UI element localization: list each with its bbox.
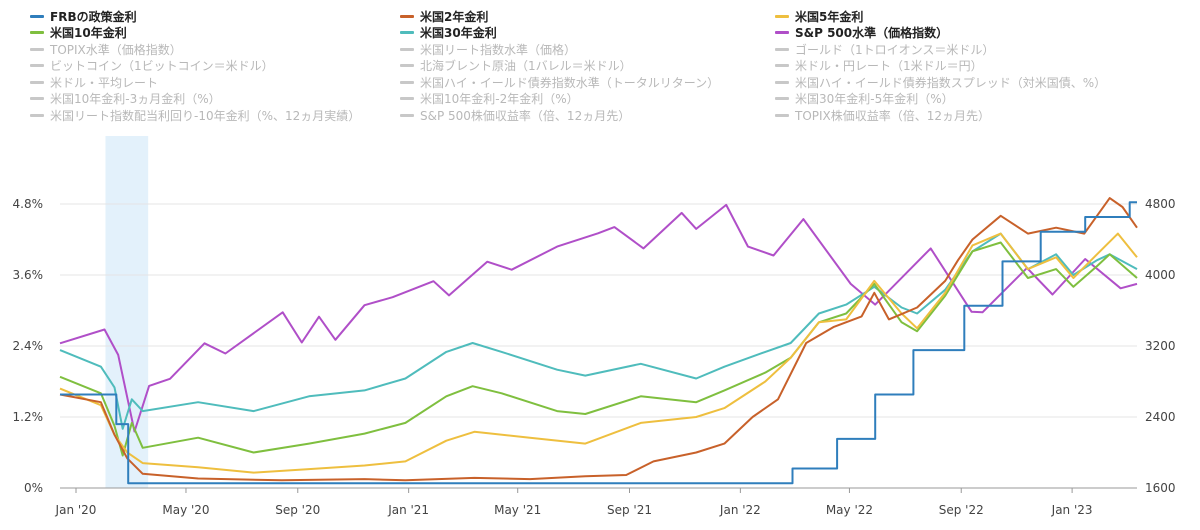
legend-swatch [30, 97, 44, 100]
legend-label: 米国10年金利-2年金利（%） [420, 92, 579, 106]
y-right-tick-label: 3200 [1145, 339, 1176, 353]
legend-item[interactable]: S&P 500株価収益率（倍、12ヵ月先） [400, 107, 630, 123]
legend-item[interactable]: ビットコイン（1ビットコイン＝米ドル） [30, 58, 274, 74]
legend-label: TOPIX株価収益率（倍、12ヵ月先） [795, 108, 991, 123]
legend-swatch [400, 47, 414, 51]
legend-item[interactable]: 米国10年金利-2年金利（%） [400, 91, 579, 107]
legend-swatch [400, 64, 414, 67]
legend-item[interactable]: 米国30年金利 [400, 25, 497, 41]
legend-item[interactable]: FRBの政策金利 [30, 8, 137, 24]
legend-item[interactable]: 米国10年金利-3ヵ月金利（%） [30, 91, 221, 107]
legend-label: TOPIX水準（価格指数） [50, 42, 182, 57]
x-tick-label: Jan '20 [55, 503, 97, 517]
legend-item[interactable]: 米国ハイ・イールド債券指数スプレッド（対米国債、%） [775, 74, 1106, 90]
legend-swatch [400, 113, 414, 117]
legend-label: 米国リート指数水準（価格） [420, 42, 577, 57]
legend-item[interactable]: 米国30年金利-5年金利（%） [775, 91, 954, 107]
x-tick-label: May '22 [826, 503, 873, 517]
legend-label: 米国10年金利 [50, 26, 127, 40]
legend-swatch [775, 14, 789, 18]
legend-label: 米ドル・円レート（1米ドル＝円） [795, 59, 983, 73]
legend-label: 米国ハイ・イールド債券指数スプレッド（対米国債、%） [795, 75, 1107, 90]
legend-swatch [30, 31, 44, 34]
legend-swatch [775, 97, 789, 100]
legend-label: ビットコイン（1ビットコイン＝米ドル） [50, 59, 274, 73]
legend-label: ゴールド（1トロイオンス＝米ドル） [795, 42, 995, 57]
x-tick-label: Jan '23 [1051, 503, 1093, 517]
legend-label: S&P 500水準（価格指数） [795, 26, 949, 40]
legend-label: 米国ハイ・イールド債券指数水準（トータルリターン） [420, 75, 720, 90]
legend-item[interactable]: S&P 500水準（価格指数） [775, 25, 948, 41]
legend-label: FRBの政策金利 [50, 9, 137, 24]
x-tick-label: Jan '21 [387, 503, 429, 517]
y-left-tick-label: 2.4% [13, 339, 44, 353]
legend: FRBの政策金利 米国2年金利 米国5年金利米国10年金利 米国30年金利 S&P 50… [30, 8, 1190, 123]
legend-swatch [30, 64, 44, 67]
legend-label: 米国30年金利-5年金利（%） [795, 92, 954, 106]
legend-swatch [775, 64, 789, 67]
y-left-tick-label: 3.6% [13, 268, 44, 282]
legend-swatch [775, 31, 789, 34]
legend-swatch [775, 80, 789, 84]
series-line [59, 241, 1138, 457]
legend-label: 米国30年金利 [420, 26, 497, 40]
legend-swatch [400, 14, 414, 18]
legend-item[interactable]: 米国5年金利 [775, 8, 863, 24]
series-line [59, 232, 1138, 430]
legend-item[interactable]: TOPIX株価収益率（倍、12ヵ月先） [775, 107, 990, 123]
x-tick-label: May '20 [162, 503, 209, 517]
legend-item[interactable]: 北海ブレント原油（1バレル＝米ドル） [400, 58, 632, 74]
legend-item[interactable]: 米国10年金利 [30, 25, 127, 41]
series-line [59, 197, 1138, 482]
x-tick-label: May '21 [494, 503, 541, 517]
legend-swatch [400, 31, 414, 34]
legend-label: 米国5年金利 [795, 9, 864, 24]
series-line [60, 201, 1137, 485]
legend-swatch [30, 47, 44, 51]
y-left-tick-label: 4.8% [13, 197, 44, 211]
legend-label: 米国2年金利 [420, 9, 489, 24]
x-tick-label: Sep '22 [939, 503, 984, 517]
y-left-tick-label: 1.2% [13, 410, 44, 424]
legend-label: 米国10年金利-3ヵ月金利（%） [50, 92, 221, 106]
series-line [59, 203, 1138, 433]
series-line [59, 232, 1138, 474]
legend-item[interactable]: 米国リート指数配当利回り-10年金利（%、12ヵ月実績） [30, 107, 360, 123]
legend-item[interactable]: TOPIX水準（価格指数） [30, 41, 182, 57]
legend-swatch [775, 113, 789, 117]
y-right-tick-label: 1600 [1145, 481, 1176, 495]
legend-label: S&P 500株価収益率（倍、12ヵ月先） [420, 108, 631, 123]
legend-label: 米ドル・平均レート [50, 75, 159, 90]
y-right-tick-label: 4800 [1145, 197, 1176, 211]
x-tick-label: Sep '20 [275, 503, 320, 517]
legend-label: 米国リート指数配当利回り-10年金利（%、12ヵ月実績） [50, 108, 361, 123]
y-left-tick-label: 0% [24, 481, 43, 495]
legend-swatch [30, 14, 44, 18]
legend-swatch [400, 97, 414, 100]
legend-swatch [30, 80, 44, 84]
legend-swatch [400, 80, 414, 84]
y-right-tick-label: 2400 [1145, 410, 1176, 424]
legend-swatch [30, 113, 44, 117]
legend-item[interactable]: 米ドル・円レート（1米ドル＝円） [775, 58, 983, 74]
legend-label: 北海ブレント原油（1バレル＝米ドル） [420, 59, 632, 73]
highlight-band [105, 136, 149, 488]
legend-item[interactable]: 米国ハイ・イールド債券指数水準（トータルリターン） [400, 74, 719, 90]
legend-item[interactable]: 米国2年金利 [400, 8, 488, 24]
y-right-tick-label: 4000 [1145, 268, 1176, 282]
legend-swatch [775, 47, 789, 51]
x-tick-label: Sep '21 [607, 503, 652, 517]
legend-item[interactable]: ゴールド（1トロイオンス＝米ドル） [775, 41, 994, 57]
legend-item[interactable]: 米ドル・平均レート [30, 74, 158, 90]
legend-item[interactable]: 米国リート指数水準（価格） [400, 41, 576, 57]
x-tick-label: Jan '22 [719, 503, 761, 517]
